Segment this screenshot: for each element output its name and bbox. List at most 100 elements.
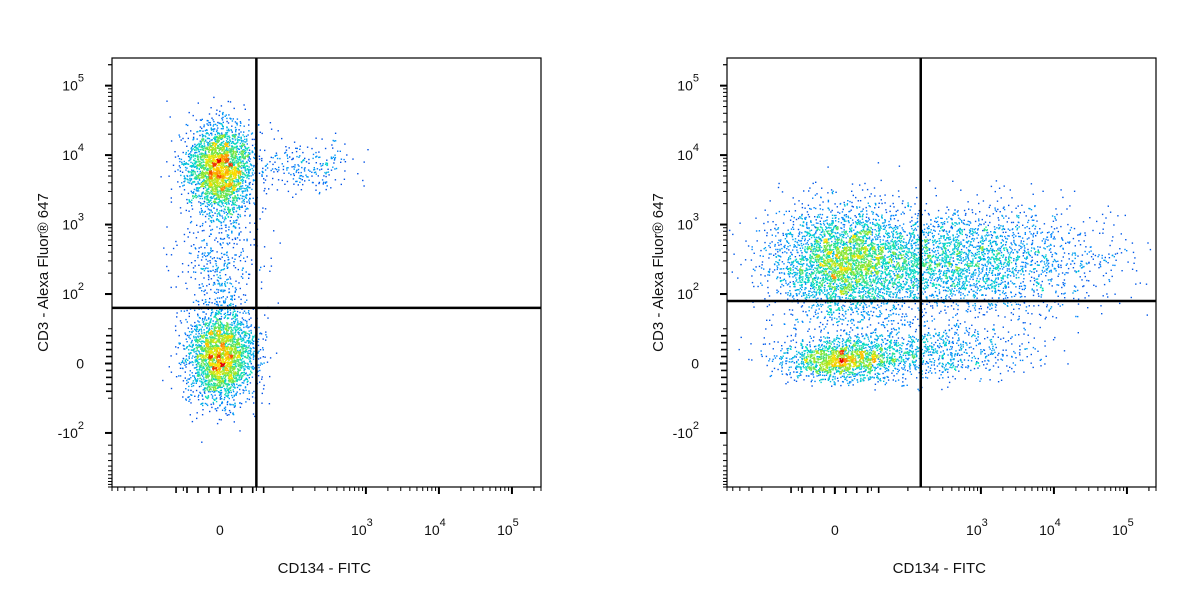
data-point bbox=[188, 334, 190, 337]
data-point bbox=[239, 125, 242, 127]
data-point bbox=[191, 205, 193, 207]
data-point bbox=[212, 153, 214, 155]
data-point bbox=[209, 337, 211, 339]
data-point bbox=[193, 188, 196, 191]
data-point bbox=[225, 177, 227, 179]
data-point bbox=[211, 327, 213, 330]
data-point bbox=[202, 191, 204, 193]
data-point bbox=[234, 171, 236, 174]
data-point bbox=[170, 355, 172, 357]
data-point bbox=[233, 320, 235, 323]
data-point bbox=[204, 129, 207, 132]
data-point bbox=[233, 338, 236, 340]
data-point bbox=[217, 375, 219, 378]
data-point bbox=[216, 312, 218, 315]
data-point bbox=[236, 151, 239, 153]
data-point bbox=[251, 339, 254, 342]
data-point bbox=[209, 163, 211, 166]
data-point bbox=[248, 398, 250, 401]
data-point bbox=[226, 135, 228, 137]
data-point bbox=[208, 361, 210, 363]
data-point bbox=[223, 338, 225, 340]
data-point bbox=[224, 396, 226, 399]
data-point bbox=[202, 384, 205, 386]
data-point bbox=[198, 394, 200, 396]
data-point bbox=[226, 347, 228, 349]
data-point bbox=[234, 334, 236, 337]
data-point bbox=[209, 355, 211, 358]
data-point bbox=[216, 152, 218, 155]
data-point bbox=[235, 128, 237, 131]
data-point bbox=[223, 348, 225, 351]
data-point bbox=[249, 340, 251, 342]
data-point bbox=[191, 162, 194, 164]
data-point bbox=[197, 354, 199, 356]
data-point bbox=[250, 331, 252, 334]
data-point bbox=[196, 325, 198, 328]
data-point bbox=[240, 359, 242, 361]
data-point bbox=[200, 145, 203, 147]
data-point bbox=[231, 372, 233, 374]
data-point bbox=[228, 166, 230, 169]
data-point bbox=[214, 390, 216, 393]
data-point bbox=[210, 348, 212, 350]
data-point bbox=[196, 380, 198, 382]
data-point bbox=[245, 401, 247, 403]
data-point bbox=[221, 184, 224, 187]
data-point bbox=[184, 163, 186, 165]
data-point bbox=[229, 346, 232, 348]
data-point bbox=[214, 314, 217, 317]
data-point bbox=[228, 347, 230, 349]
data-point bbox=[221, 180, 223, 182]
data-point bbox=[217, 345, 219, 347]
data-point bbox=[205, 136, 207, 138]
data-point bbox=[251, 167, 253, 170]
data-point bbox=[239, 369, 242, 371]
data-point bbox=[212, 172, 214, 175]
data-point bbox=[207, 172, 209, 174]
data-point bbox=[250, 332, 252, 334]
data-point bbox=[209, 353, 212, 355]
data-point bbox=[211, 308, 213, 310]
data-point bbox=[224, 157, 226, 160]
data-point bbox=[232, 175, 235, 177]
data-point bbox=[218, 394, 221, 396]
data-point bbox=[246, 143, 248, 145]
data-point bbox=[225, 160, 227, 163]
data-point bbox=[227, 141, 230, 143]
data-point bbox=[205, 304, 208, 306]
data-point bbox=[211, 346, 214, 348]
data-point bbox=[266, 175, 268, 177]
data-point bbox=[203, 196, 206, 198]
data-point bbox=[232, 344, 234, 347]
data-point bbox=[170, 371, 173, 373]
data-point bbox=[214, 376, 216, 378]
data-point bbox=[198, 177, 200, 179]
data-point bbox=[207, 358, 209, 360]
data-point bbox=[206, 343, 208, 346]
data-point bbox=[231, 201, 234, 204]
data-point bbox=[251, 368, 253, 370]
data-point bbox=[217, 152, 220, 155]
data-point bbox=[232, 135, 234, 138]
data-point bbox=[196, 339, 199, 341]
data-point bbox=[201, 193, 203, 195]
data-point bbox=[223, 173, 225, 175]
data-point bbox=[231, 163, 233, 165]
data-point bbox=[223, 347, 225, 349]
data-point bbox=[170, 188, 173, 190]
data-point bbox=[244, 155, 247, 157]
data-point bbox=[200, 164, 202, 166]
data-point bbox=[187, 192, 190, 195]
data-point bbox=[254, 153, 256, 155]
data-point bbox=[236, 383, 238, 385]
data-point bbox=[215, 130, 218, 133]
data-point bbox=[201, 402, 203, 405]
data-point bbox=[218, 220, 220, 222]
data-point bbox=[217, 163, 220, 165]
data-point bbox=[191, 382, 194, 384]
data-point bbox=[211, 339, 213, 342]
data-point bbox=[248, 330, 250, 332]
data-point bbox=[225, 392, 227, 395]
data-point bbox=[197, 313, 199, 315]
